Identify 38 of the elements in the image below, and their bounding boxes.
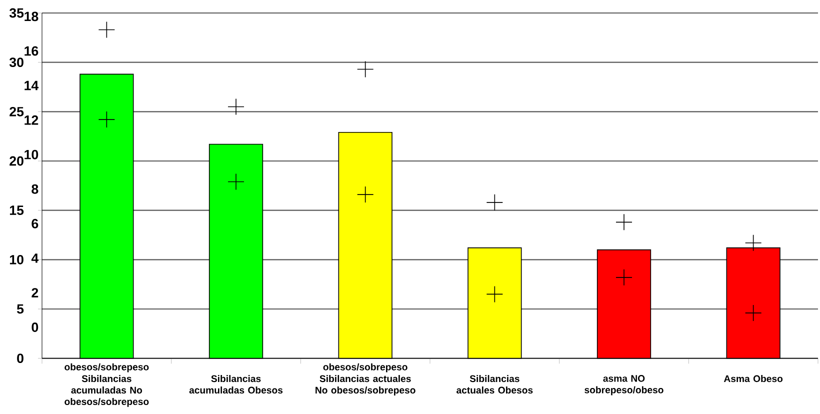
- y2-tick-label: 8: [32, 184, 38, 194]
- x-tick-label: Sibilancias actuales No obesos/sobrepeso: [316, 374, 416, 396]
- y-tick-label: 15: [10, 206, 24, 215]
- point: [616, 268, 632, 286]
- point: [228, 173, 244, 190]
- point: [744, 234, 762, 252]
- y2-tick-label: 14: [24, 80, 39, 90]
- x-tick-label: Sibilancias acumuladas Obesos: [189, 374, 283, 394]
- point: [486, 286, 504, 302]
- point: [486, 194, 504, 211]
- y-tick-label: 30: [9, 57, 24, 67]
- y-tick-label: 5: [16, 304, 24, 314]
- point: [616, 214, 632, 230]
- x-tick-label: asma NO sobrepeso/obeso: [584, 374, 664, 396]
- y2-tick-label: 18: [24, 12, 38, 22]
- x-tick-label: Sibilancias actuales Obesos: [456, 374, 533, 394]
- y2-tick-label: 12: [24, 115, 38, 125]
- point: [98, 111, 116, 128]
- y-tick-label: 20: [10, 156, 24, 166]
- y2-tick-label: 2: [32, 288, 38, 298]
- y2-tick-label: 6: [32, 218, 38, 228]
- x-tick-label: Asma Obeso: [724, 374, 783, 382]
- y2-tick-label: 0: [32, 322, 38, 332]
- x-tick-label: Sibilancias acumuladas No obesos/sobrepeso: [64, 374, 149, 407]
- point: [228, 98, 244, 115]
- point: [98, 21, 116, 38]
- y-tick-label: 0: [17, 353, 24, 363]
- point: [356, 60, 374, 78]
- y2-tick-label: 16: [24, 46, 38, 56]
- text: obesos/sobrepeso: [64, 363, 149, 372]
- y-tick-label: 10: [10, 254, 24, 264]
- y2-tick-label: 10: [24, 150, 38, 160]
- y-tick-label: 25: [10, 106, 24, 116]
- y-tick-label: 35: [9, 8, 24, 18]
- point: [744, 304, 762, 322]
- point: [356, 186, 374, 203]
- text: obesos/sobrepeso: [323, 363, 408, 372]
- y2-tick-label: 4: [31, 253, 39, 263]
